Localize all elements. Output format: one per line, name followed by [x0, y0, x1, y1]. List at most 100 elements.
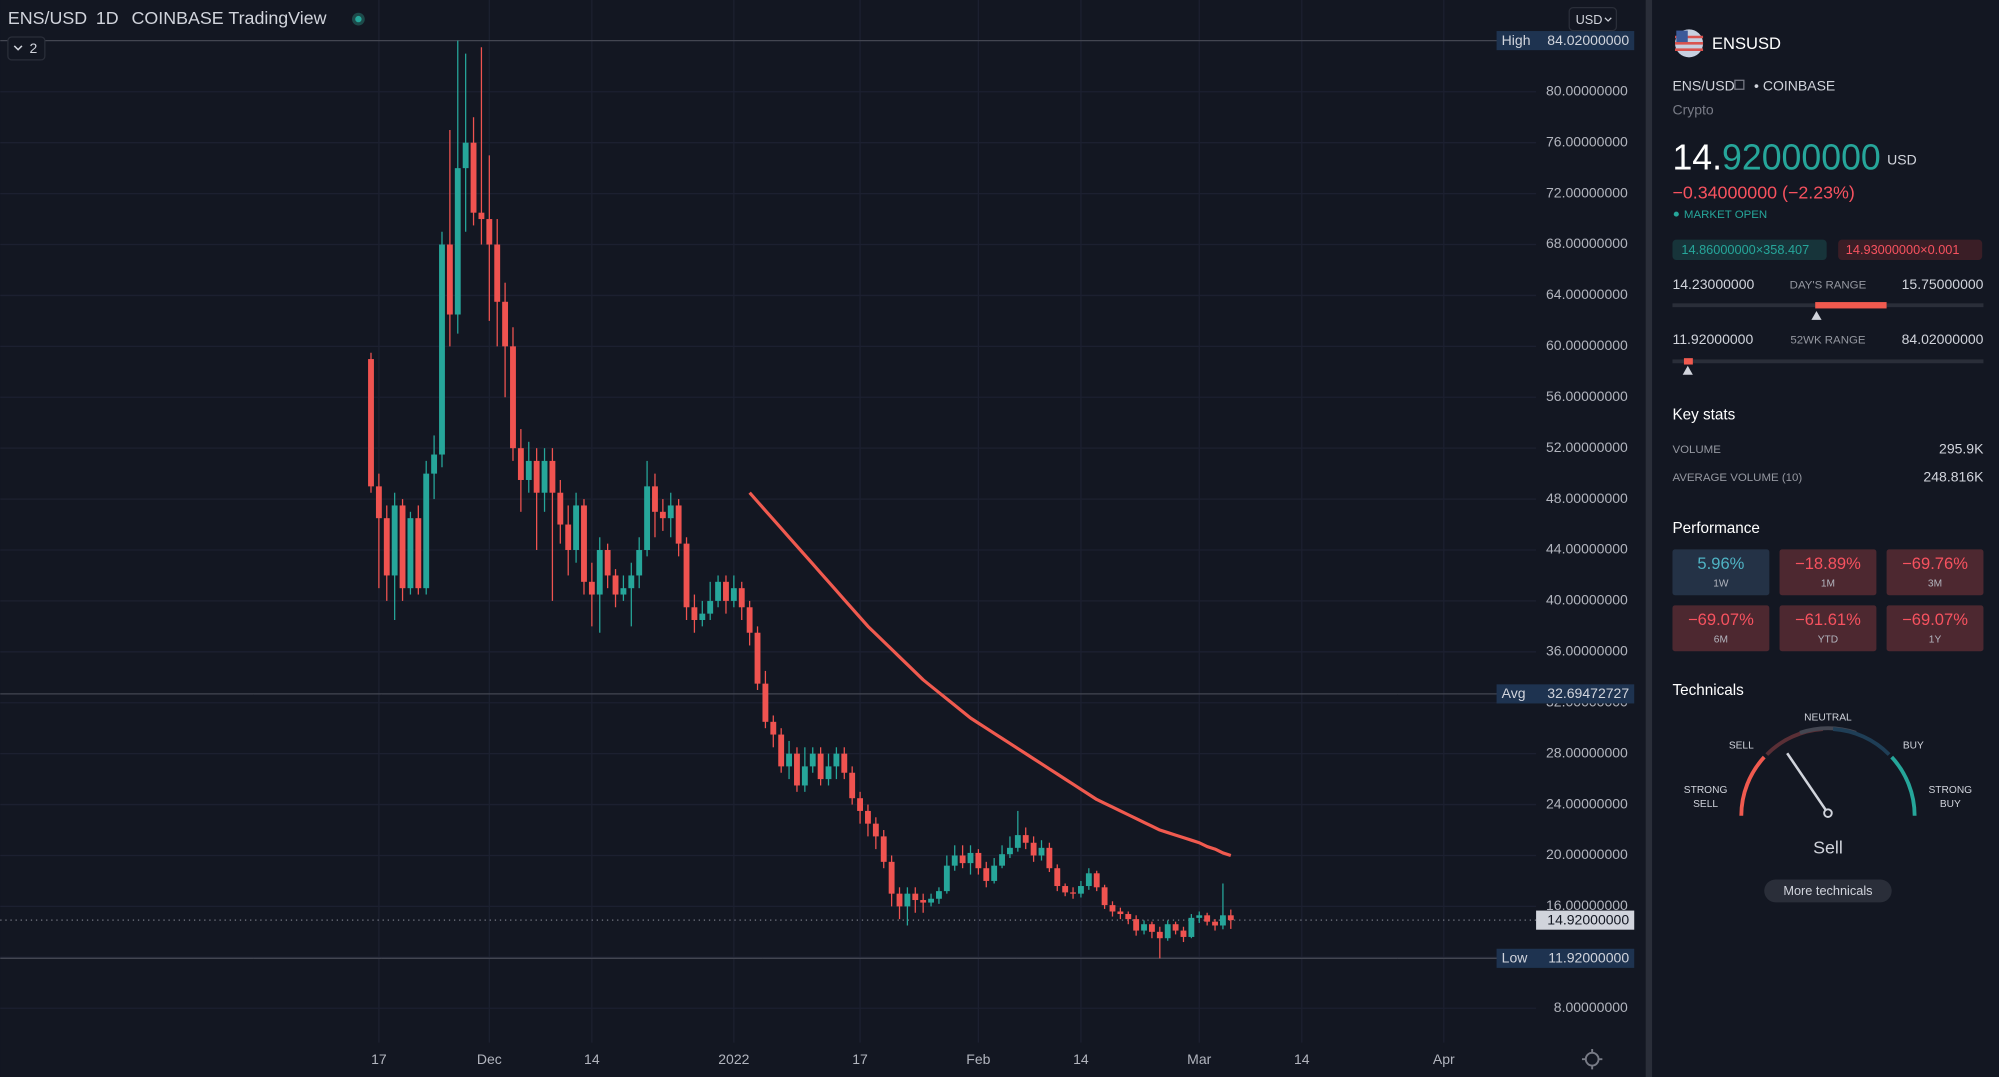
days-high: 15.75000000	[1902, 276, 1984, 292]
candle-body	[533, 460, 540, 493]
performance-value: −69.07%	[1902, 610, 1968, 629]
level-name: Avg	[1502, 685, 1526, 701]
candle-body	[1062, 886, 1069, 893]
candle-body	[975, 852, 982, 869]
performance-cell	[1779, 549, 1877, 596]
gear-teeth	[1581, 1048, 1603, 1070]
candle-body	[928, 898, 934, 903]
performance-cell	[1672, 549, 1770, 596]
candle-body	[636, 549, 643, 576]
ask-box	[1838, 239, 1983, 261]
bid: 14.86000000×358.407	[1681, 242, 1809, 257]
candle-body	[723, 581, 729, 601]
y-tick-label: 20.00000000	[1546, 846, 1628, 862]
x-tick-label: Apr	[1433, 1051, 1455, 1067]
gauge-label: BUY	[1940, 799, 1961, 810]
candle-body	[549, 460, 556, 493]
gauge: STRONG SELL SELL NEUTRAL BUY STRONG BUY	[1684, 712, 1972, 818]
y-tick-label: 24.00000000	[1546, 795, 1628, 811]
more-technicals-button[interactable]	[1764, 879, 1892, 903]
panel-divider	[1645, 0, 1653, 1077]
range-track	[1672, 359, 1984, 364]
candle-body	[967, 852, 974, 864]
candle-body	[707, 600, 714, 614]
candle-body	[849, 772, 856, 799]
external-link-icon[interactable]	[1734, 79, 1745, 90]
stat-value: 295.9K	[1939, 441, 1984, 457]
candle-body	[375, 486, 382, 519]
candle-body	[525, 460, 532, 480]
candle-body	[991, 865, 998, 881]
candle-body	[620, 588, 627, 595]
candle-body	[920, 900, 927, 903]
flag-canton	[1676, 30, 1688, 43]
performance-period: 1M	[1821, 578, 1835, 589]
y-tick-label: 80.00000000	[1546, 82, 1628, 98]
range-marker	[1682, 365, 1693, 375]
candle-body	[794, 753, 800, 786]
symbol-panel: ENSUSD ENS/USD • COINBASE Crypto 14.9200…	[1672, 29, 1984, 903]
candle-body	[801, 766, 808, 786]
candle-body	[1014, 835, 1021, 848]
candle-body	[896, 893, 903, 907]
candle-body	[1078, 886, 1084, 894]
candle-body	[517, 448, 524, 480]
candle-body	[431, 454, 438, 474]
days-range-label: DAY'S RANGE	[1790, 280, 1867, 292]
candle-body	[368, 359, 374, 487]
level-value: 11.92000000	[1548, 950, 1629, 966]
candle-body	[730, 588, 737, 601]
candle-body	[423, 473, 430, 589]
key-stats-title: Key stats	[1672, 407, 1735, 424]
candle-body	[1156, 931, 1163, 939]
candle-body	[943, 865, 950, 892]
candle-body	[1204, 915, 1211, 922]
candle-body	[1133, 919, 1140, 931]
candle-body	[865, 810, 871, 824]
technicals-title: Technicals	[1672, 682, 1744, 699]
candle-body	[880, 836, 887, 862]
candle-body	[399, 505, 406, 589]
candle-body	[936, 891, 942, 899]
candle-body	[667, 505, 674, 519]
candle-body	[1007, 847, 1013, 855]
candle-body	[415, 518, 422, 589]
y-tick-label: 28.00000000	[1546, 744, 1628, 760]
candle-body	[1046, 847, 1053, 869]
settings-icon[interactable]	[1581, 1048, 1603, 1070]
candle-body	[983, 868, 990, 881]
candle-body	[486, 219, 493, 245]
gauge-label: SELL	[1729, 740, 1754, 751]
candle-body	[699, 613, 706, 621]
candle-body	[612, 575, 619, 595]
candle-body	[510, 346, 516, 449]
x-tick-label: Feb	[966, 1051, 990, 1067]
source: TradingView	[228, 8, 326, 28]
candle-body	[872, 823, 879, 837]
currency-select[interactable]	[1568, 7, 1618, 32]
performance-period: 1Y	[1929, 635, 1942, 646]
candle-body	[1148, 924, 1155, 932]
interval[interactable]: 1D	[96, 8, 119, 28]
symbol: ENS/USD	[8, 8, 87, 28]
candle-body	[715, 581, 722, 601]
panel-pair[interactable]: ENS/USD	[1672, 77, 1734, 93]
candle-body	[391, 505, 398, 576]
candle-body	[786, 753, 793, 767]
indicator-toggle[interactable]	[7, 36, 46, 61]
price-int: 14.	[1672, 138, 1722, 178]
performance-cell	[1779, 605, 1877, 652]
gauge-label: STRONG	[1684, 785, 1728, 796]
gauge-strong-sell	[1739, 755, 1766, 816]
candle-body	[904, 893, 911, 907]
gauge-label: BUY	[1903, 740, 1924, 751]
candle-body	[1164, 924, 1171, 939]
panel-category: Crypto	[1672, 102, 1713, 118]
candle-body	[1093, 873, 1100, 888]
candle-body	[888, 861, 895, 894]
candle-body	[565, 524, 572, 550]
performance-value: 5.96%	[1697, 554, 1744, 573]
indicator-count: 2	[30, 40, 38, 56]
x-tick-label: 2022	[718, 1051, 749, 1067]
